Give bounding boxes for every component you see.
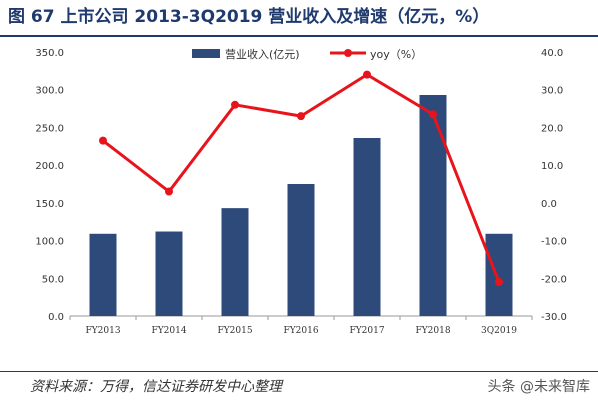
yoy-point: [165, 187, 173, 196]
y-right-tick-label: 10.0: [541, 161, 563, 172]
revenue-bar: [89, 233, 117, 316]
y-left-tick-label: 50.0: [42, 274, 64, 285]
chart-axes: 0.0 50.0 100.0 150.0 200.0 250.0 300.0 350.0 -30…: [35, 48, 567, 336]
y-left-tick-label: 350.0: [35, 48, 64, 59]
title-divider: [0, 35, 598, 37]
yoy-point: [429, 110, 437, 119]
revenue-bar: [419, 94, 447, 316]
yoy-point: [495, 278, 503, 287]
watermark: 头条 @未来智库: [487, 379, 590, 395]
figure-title: 图 67 上市公司 2013-3Q2019 营业收入及增速（亿元，%）: [8, 7, 490, 27]
x-tick-label: FY2013: [85, 326, 120, 336]
yoy-point: [297, 112, 305, 121]
x-tick-label: FY2018: [415, 326, 450, 336]
yoy-point: [99, 136, 107, 145]
x-tick-label: FY2015: [217, 326, 252, 336]
revenue-bar: [155, 231, 183, 316]
y-left-tick-label: 300.0: [35, 86, 64, 97]
yoy-point: [231, 100, 239, 109]
y-right-tick-label: 0.0: [541, 199, 557, 210]
revenue-bar: [287, 184, 315, 316]
y-right-tick-label: -10.0: [541, 237, 567, 248]
yoy-point: [363, 70, 371, 79]
legend-bar-swatch: [192, 49, 220, 58]
y-left-tick-label: 100.0: [35, 237, 64, 248]
y-right-tick-label: 20.0: [541, 123, 563, 134]
source-note: 资料来源：万得，信达证券研发中心整理: [30, 379, 282, 395]
x-tick-label: FY2017: [349, 326, 384, 336]
x-tick-label: FY2014: [151, 326, 186, 336]
legend-line-label: yoy（%）: [370, 48, 422, 61]
y-right-tick-label: 40.0: [541, 48, 563, 59]
y-right-tick-label: -30.0: [541, 312, 567, 323]
x-tick-label: FY2016: [283, 326, 318, 336]
legend-line-marker: [344, 49, 352, 57]
chart-legend: 营业收入(亿元) yoy（%）: [192, 47, 422, 61]
revenue-bar: [221, 208, 249, 316]
y-left-tick-label: 250.0: [35, 123, 64, 134]
y-left-tick-label: 0.0: [48, 312, 64, 323]
y-left-tick-label: 200.0: [35, 161, 64, 172]
revenue-bar: [485, 233, 513, 316]
y-left-tick-label: 150.0: [35, 199, 64, 210]
x-tick-label: 3Q2019: [481, 326, 517, 336]
y-right-tick-label: 30.0: [541, 86, 563, 97]
source-divider: [0, 371, 598, 372]
yoy-line: [99, 70, 503, 287]
revenue-bars: [89, 94, 513, 316]
revenue-bar: [353, 137, 381, 316]
legend-bar-label: 营业收入(亿元): [225, 47, 300, 61]
revenue-growth-chart: 0.0 50.0 100.0 150.0 200.0 250.0 300.0 350.0 -30…: [35, 47, 567, 336]
y-right-tick-label: -20.0: [541, 274, 567, 285]
